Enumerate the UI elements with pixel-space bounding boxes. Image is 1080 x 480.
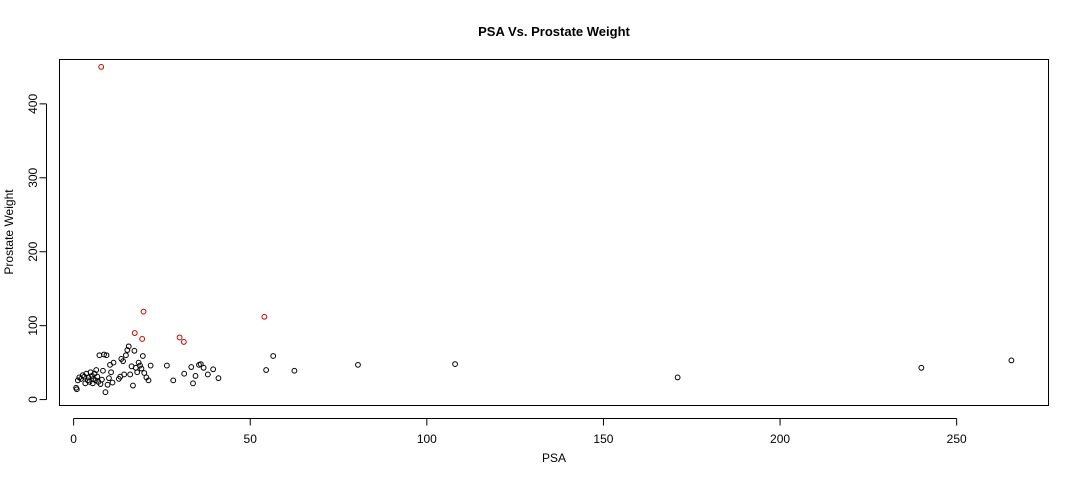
data-point [197,361,204,367]
data-point [918,364,925,371]
data-point [101,351,107,358]
data-point [109,379,116,386]
x-tick-label: 150 [593,432,613,446]
data-point [123,352,129,359]
x-tick-label: 0 [70,432,77,446]
data-point [163,362,170,369]
plot-frame [59,59,1049,406]
data-point [98,63,105,70]
data-point [188,364,195,370]
data-point [270,353,277,359]
data-point [102,389,109,396]
data-point [131,347,138,354]
data-point [190,380,196,387]
data-point [108,369,114,376]
x-axis-label: PSA [542,451,566,465]
data-point [130,382,136,389]
data-point [210,366,217,373]
y-tick-label: 200 [26,241,40,261]
data-point [131,330,138,336]
data-point [139,353,146,359]
chart-title: PSA Vs. Prostate Weight [478,24,630,39]
x-tick-label: 50 [244,432,258,446]
data-point [200,364,207,371]
data-point [291,367,298,374]
data-point [137,362,143,369]
data-point [139,336,146,342]
data-point [98,376,105,383]
y-tick-label: 0 [26,396,40,403]
data-point [176,334,183,341]
data-point [79,372,86,379]
data-point [110,359,117,366]
x-tick-label: 100 [417,432,437,446]
data-point [96,352,103,359]
y-tick-label: 400 [26,94,40,114]
data-point [204,371,211,378]
data-point [104,381,111,388]
data-point [86,378,93,385]
y-axis: 0 100 200 300 400 [26,94,47,403]
data-point [145,377,152,384]
data-point [124,347,131,353]
data-point [100,367,106,374]
data-points [73,63,1015,396]
data-point [125,343,132,350]
x-tick-label: 200 [770,432,790,446]
data-point [127,371,134,378]
data-point [74,377,81,384]
data-point [120,358,126,365]
data-point [121,371,128,378]
data-point [1008,357,1015,364]
data-point [73,386,80,393]
data-point [147,362,154,369]
data-point [355,361,361,368]
data-point [674,374,681,381]
x-axis: 0 50 100 150 200 250 [70,418,967,446]
y-axis-label: Prostate Weight [2,189,16,275]
data-point [181,370,188,377]
data-point [192,373,199,379]
data-point [103,352,110,359]
data-point [135,359,142,366]
y-tick-label: 100 [26,315,40,335]
data-point [106,375,112,382]
data-point [180,339,187,345]
data-point [263,367,270,373]
data-point [141,370,148,376]
data-point [138,365,145,372]
data-point [452,361,459,367]
data-point [261,313,268,320]
data-point [93,367,100,373]
data-point [170,377,177,384]
data-point [94,373,101,380]
data-point [215,375,222,382]
data-point [134,369,141,376]
y-tick-label: 300 [26,167,40,187]
data-point [140,308,147,315]
x-tick-label: 250 [947,432,967,446]
